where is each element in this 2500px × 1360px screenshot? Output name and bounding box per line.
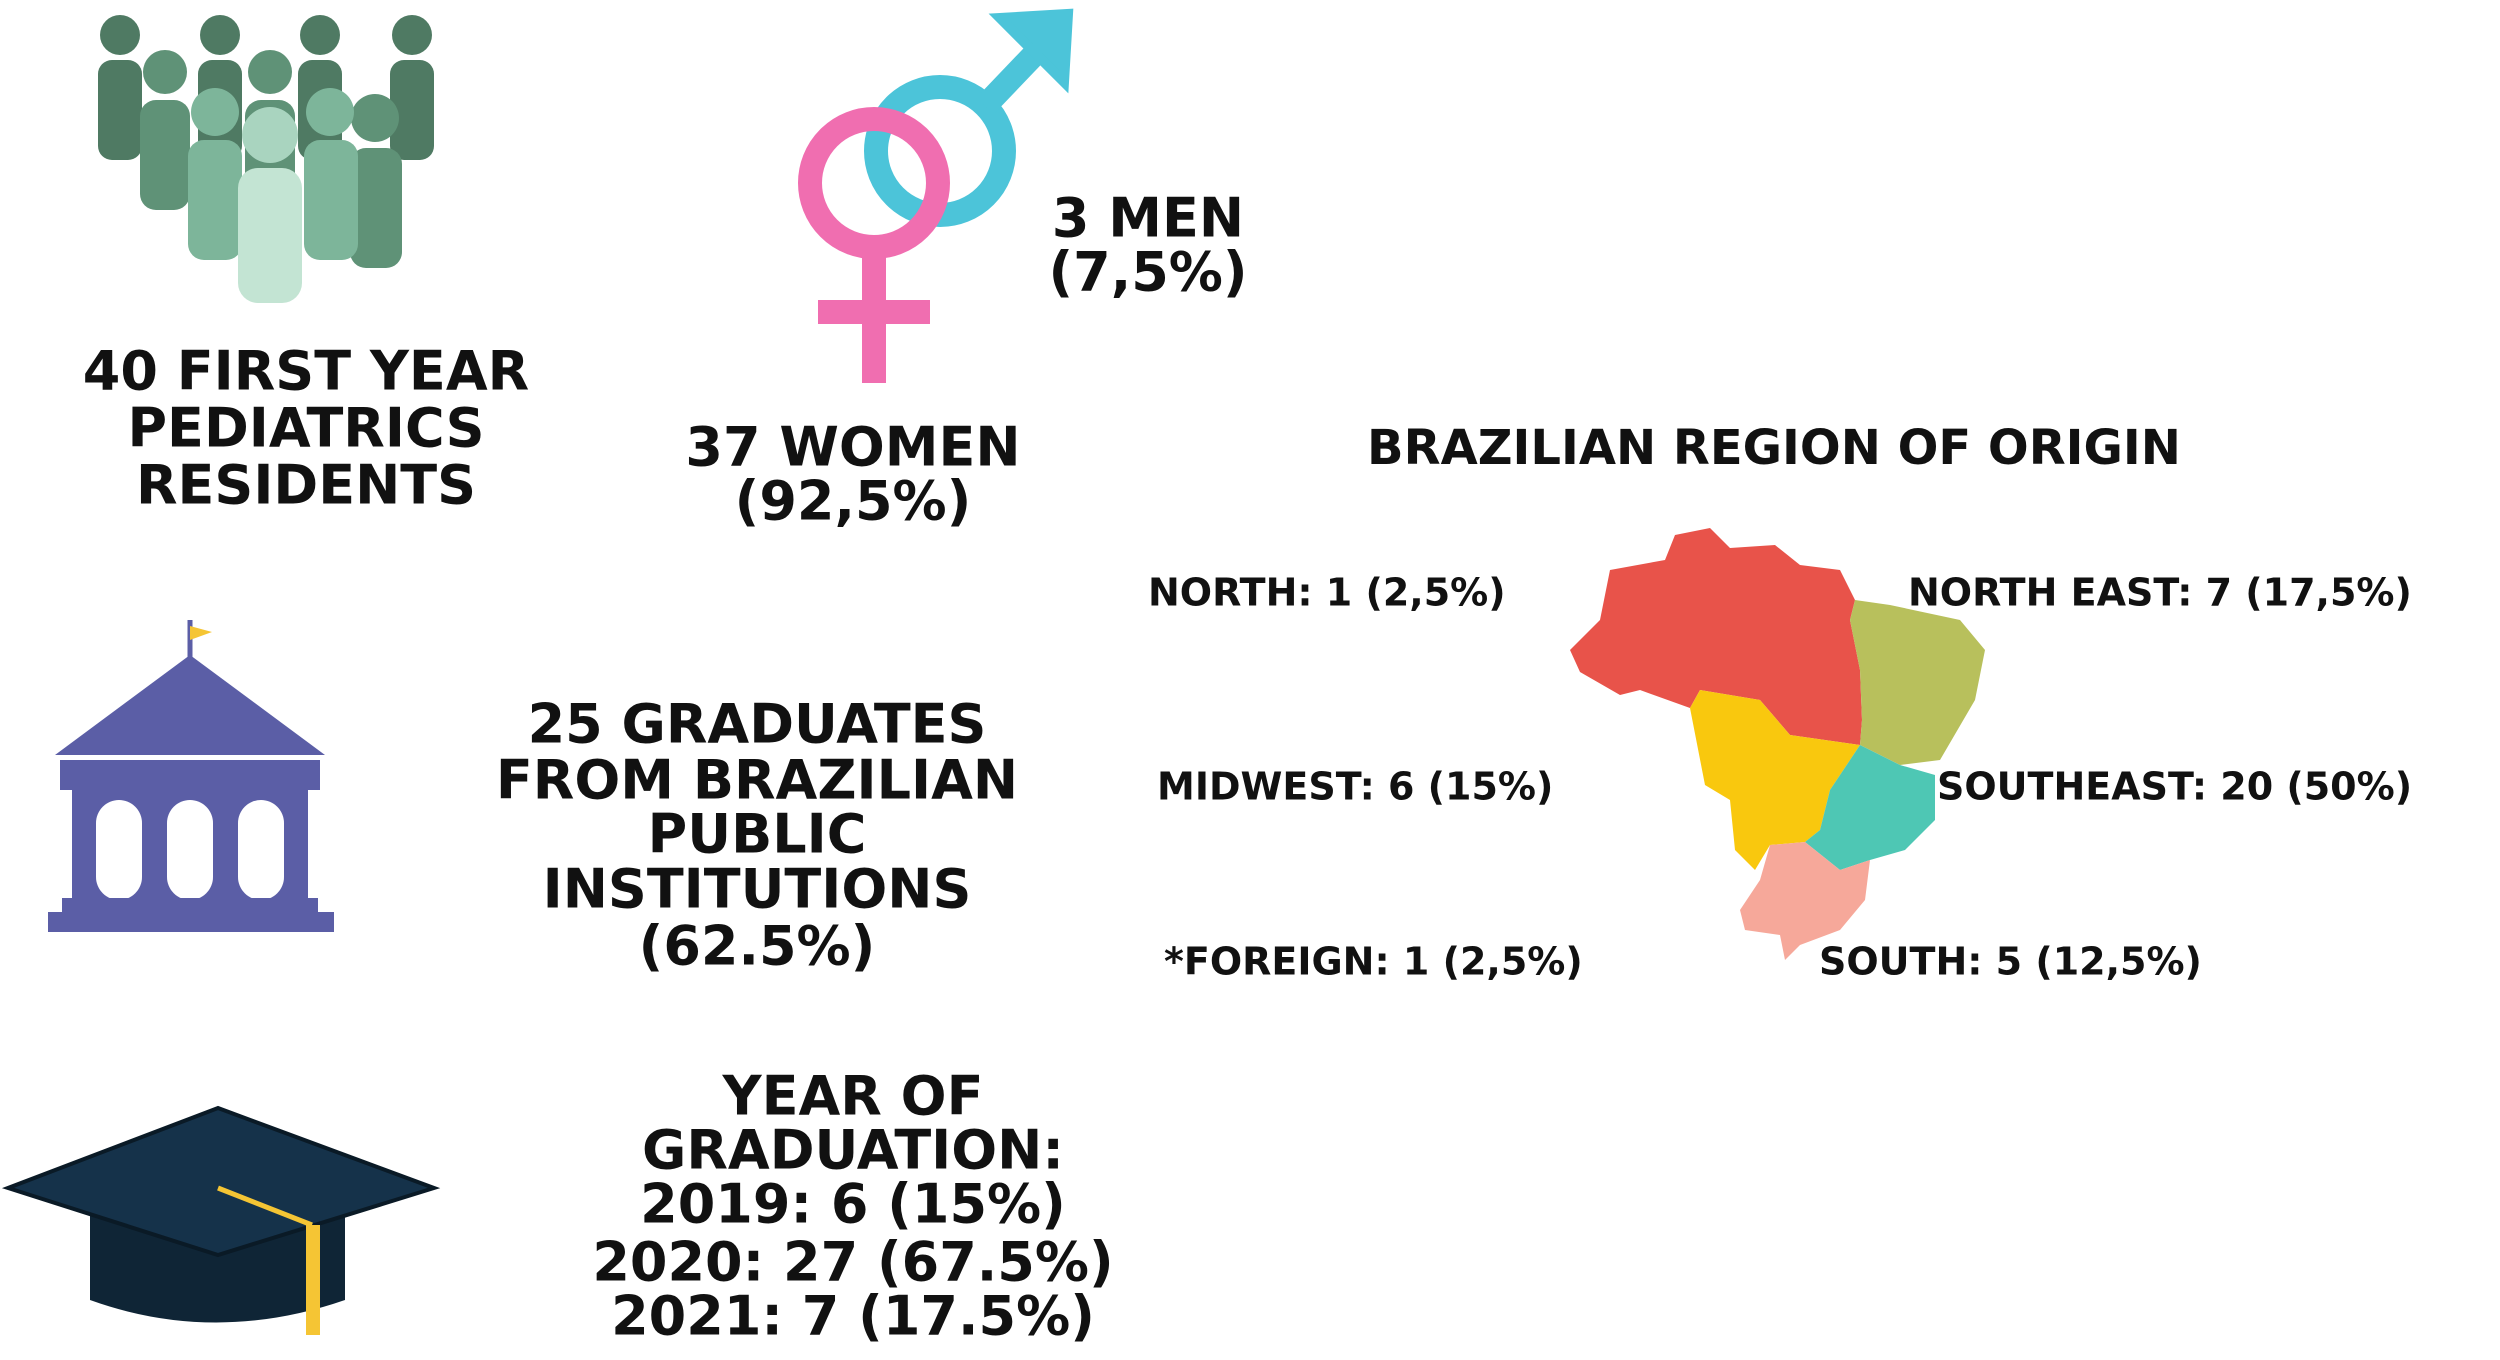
- text-line: 25 GRADUATES: [528, 693, 987, 756]
- text-line: PEDIATRICS: [127, 397, 484, 460]
- region-label: NORTH EAST: 7 (17,5%): [1908, 571, 2412, 615]
- text-line: (62.5%): [639, 915, 876, 978]
- brazil-map: [1570, 528, 1985, 960]
- text-line: 2020: 27 (67.5%): [592, 1231, 1113, 1294]
- text-line: RESIDENTS: [136, 454, 476, 517]
- women-text: 37 WOMEN: [685, 416, 1020, 479]
- institutions-text: 25 GRADUATES FROM BRAZILIAN PUBLIC INSTI…: [496, 693, 1018, 978]
- region-label: SOUTHEAST: 20 (50%): [1937, 765, 2412, 809]
- text-line: YEAR OF: [722, 1065, 984, 1128]
- region-label: *FOREIGN: 1 (2,5%): [1164, 940, 1583, 984]
- men-text: 3 MEN: [1052, 187, 1244, 250]
- women-text: (92,5%): [735, 470, 972, 533]
- graduation-cap-icon: [1, 1105, 441, 1335]
- text-line: 2021: 7 (17.5%): [611, 1285, 1095, 1348]
- men-text: (7,5%): [1048, 241, 1247, 304]
- text-line: INSTITUTIONS: [543, 858, 972, 921]
- graduation-text: YEAR OF GRADUATION: 2019: 6 (15%) 2020: …: [592, 1065, 1113, 1348]
- text-line: 40 FIRST YEAR: [83, 340, 529, 403]
- people-icon: [98, 15, 434, 303]
- text-line: FROM BRAZILIAN: [496, 749, 1018, 812]
- region-label: NORTH: 1 (2,5%): [1148, 571, 1506, 615]
- text-line: GRADUATION:: [642, 1119, 1064, 1182]
- regions-title: BRAZILIAN REGION OF ORIGIN: [1367, 420, 2181, 476]
- text-line: PUBLIC: [648, 803, 867, 866]
- residents-text: 40 FIRST YEAR PEDIATRICS RESIDENTS: [83, 340, 529, 517]
- gender-icon: [798, 8, 1074, 383]
- building-icon: [48, 620, 334, 932]
- text-line: 2019: 6 (15%): [640, 1173, 1066, 1236]
- region-label: MIDWEST: 6 (15%): [1157, 765, 1553, 809]
- region-label: SOUTH: 5 (12,5%): [1819, 940, 2202, 984]
